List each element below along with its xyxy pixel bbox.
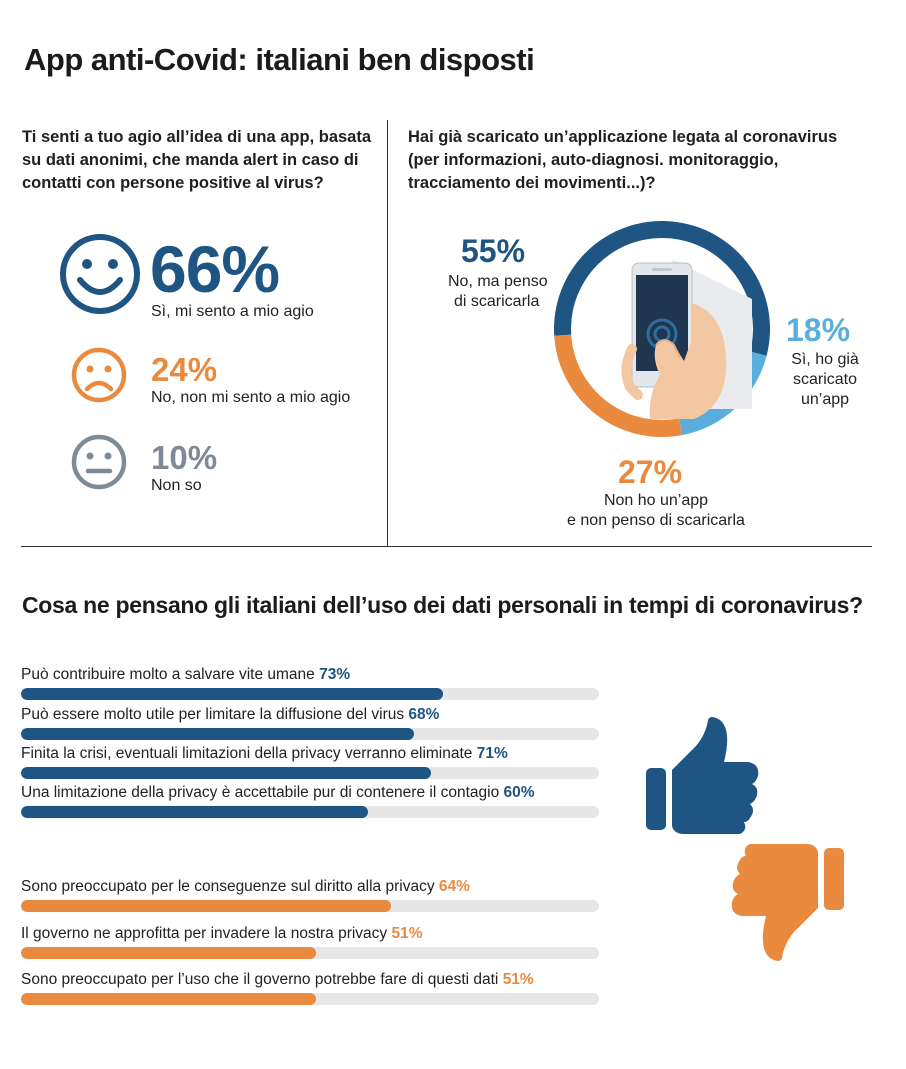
bar-fill bbox=[21, 993, 316, 1005]
bar-label: Può contribuire molto a salvare vite uma… bbox=[21, 666, 350, 684]
segment-no-label-line: di scaricarla bbox=[454, 293, 540, 310]
right-question-line: Hai già scaricato un’applicazione legata… bbox=[408, 128, 838, 146]
sad-percent: 24% bbox=[151, 351, 218, 388]
bar-track bbox=[21, 728, 599, 740]
bar-track bbox=[21, 767, 599, 779]
bar-label: Finita la crisi, eventuali limitazioni d… bbox=[21, 745, 508, 763]
neutral-face-icon bbox=[71, 434, 127, 490]
segment-no-label: No, ma penso di scaricarla bbox=[448, 272, 548, 312]
bar-track bbox=[21, 806, 599, 818]
sad-face-icon bbox=[71, 347, 127, 403]
bar-category-label: Può contribuire molto a salvare vite uma… bbox=[21, 666, 320, 683]
left-question-line: su dati anonimi, che manda alert in caso… bbox=[22, 151, 359, 169]
segment-non-label-line: e non penso di scaricarla bbox=[567, 512, 745, 529]
bar-fill bbox=[21, 767, 432, 779]
bar-label: Può essere molto utile per limitare la d… bbox=[21, 706, 439, 724]
horizontal-divider bbox=[21, 546, 872, 547]
segment-no-label-line: No, ma penso bbox=[448, 273, 548, 290]
bar-value-label: 51% bbox=[391, 925, 423, 942]
segment-si-percent: 18% bbox=[786, 312, 851, 348]
segment-si-label-line: scaricato bbox=[792, 371, 858, 388]
sad-label: No, non mi sento a mio agio bbox=[151, 389, 351, 406]
bar-category-label: Finita la crisi, eventuali limitazioni d… bbox=[21, 745, 477, 762]
page-title: App anti-Covid: italiani ben disposti bbox=[24, 42, 535, 77]
bar-value-label: 71% bbox=[476, 745, 508, 762]
bar-category-label: Il governo ne approfitta per invadere la… bbox=[21, 925, 392, 942]
segment-no-percent: 55% bbox=[461, 233, 526, 269]
segment-non-label-line: Non ho un’app bbox=[603, 492, 709, 509]
bar-track bbox=[21, 900, 599, 912]
happy-percent: 66% bbox=[150, 232, 280, 306]
hand-icon bbox=[621, 303, 727, 419]
bar-fill bbox=[21, 947, 316, 959]
happy-face-icon bbox=[60, 234, 140, 314]
happy-label: Sì, mi sento a mio agio bbox=[151, 303, 314, 320]
neutral-percent: 10% bbox=[151, 439, 218, 476]
bar-track bbox=[21, 947, 599, 959]
bar-track bbox=[21, 688, 599, 700]
right-question: Hai già scaricato un’applicazione legata… bbox=[408, 126, 837, 195]
neutral-label: Non so bbox=[151, 477, 202, 494]
bar-value-label: 51% bbox=[502, 971, 534, 988]
bar-fill bbox=[21, 806, 368, 818]
bar-value-label: 60% bbox=[503, 784, 535, 801]
bar-category-label: Sono preoccupato per le conseguenze sul … bbox=[21, 878, 439, 895]
bar-fill bbox=[21, 688, 443, 700]
bar-label: Sono preoccupato per l’uso che il govern… bbox=[21, 971, 534, 989]
segment-non-label: Non ho un’app e non penso di scaricarla bbox=[556, 491, 756, 531]
segment-si-label: Sì, ho già scaricato un’app bbox=[780, 350, 870, 410]
bar-fill bbox=[21, 900, 391, 912]
left-question: Ti senti a tuo agio all’idea di una app,… bbox=[22, 126, 371, 195]
bar-label: Il governo ne approfitta per invadere la… bbox=[21, 925, 423, 943]
bar-value-label: 64% bbox=[438, 878, 470, 895]
vertical-divider bbox=[387, 120, 388, 546]
bar-track bbox=[21, 993, 599, 1005]
bar-label: Sono preoccupato per le conseguenze sul … bbox=[21, 878, 470, 896]
left-question-line: contatti con persone positive al virus? bbox=[22, 174, 324, 192]
bar-category-label: Può essere molto utile per limitare la d… bbox=[21, 706, 409, 723]
thumbs-up-icon bbox=[646, 717, 759, 834]
bar-label: Una limitazione della privacy è accettab… bbox=[21, 784, 535, 802]
right-question-line: (per informazioni, auto-diagnosi. monito… bbox=[408, 151, 779, 169]
thumbs-down-icon bbox=[731, 844, 844, 961]
segment-non-percent: 27% bbox=[618, 454, 683, 490]
left-question-line: Ti senti a tuo agio all’idea di una app,… bbox=[22, 128, 372, 146]
bar-fill bbox=[21, 728, 415, 740]
right-question-line: tracciamento dei movimenti...)? bbox=[408, 174, 656, 192]
segment-si-label-line: Sì, ho già bbox=[791, 351, 859, 368]
section-title: Cosa ne pensano gli italiani dell’uso de… bbox=[22, 592, 863, 618]
bar-value-label: 73% bbox=[319, 666, 351, 683]
donut-chart bbox=[554, 220, 770, 437]
bar-category-label: Sono preoccupato per l’uso che il govern… bbox=[21, 971, 503, 988]
bar-value-label: 68% bbox=[408, 706, 440, 723]
bar-category-label: Una limitazione della privacy è accettab… bbox=[21, 784, 504, 801]
segment-si-label-line: un’app bbox=[800, 391, 850, 408]
